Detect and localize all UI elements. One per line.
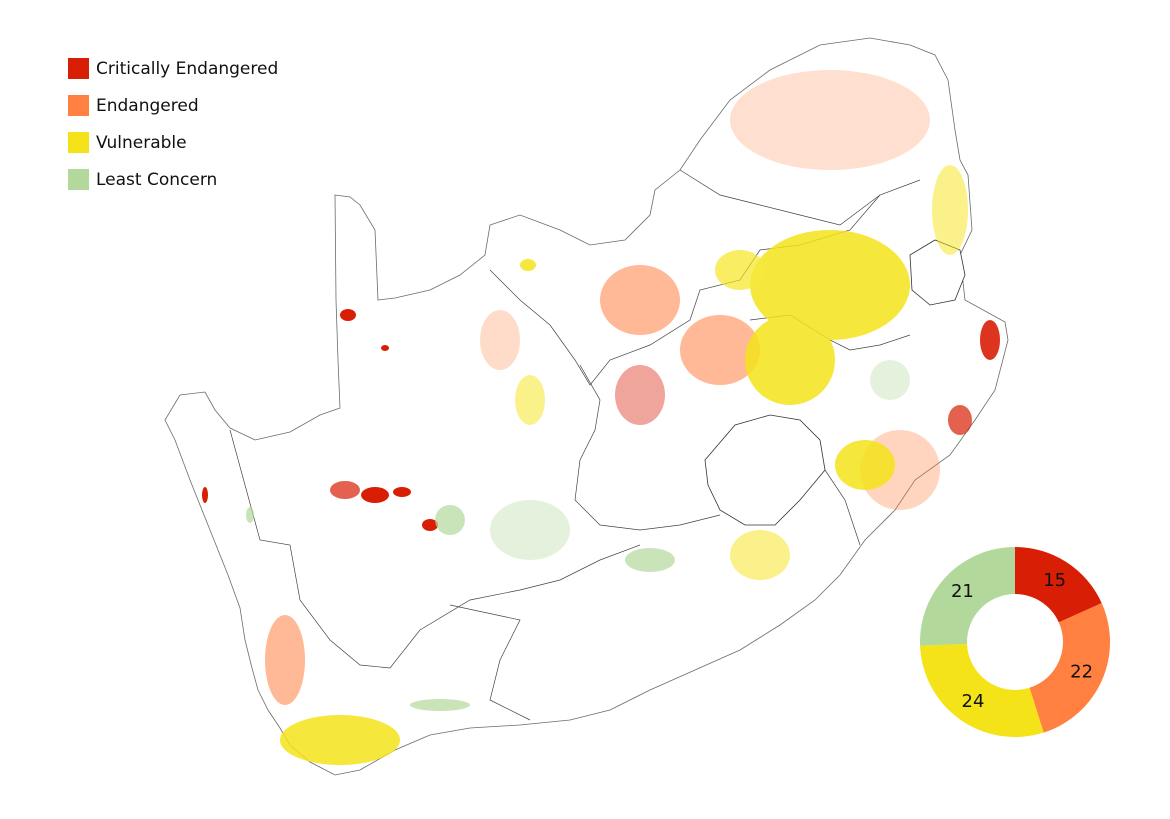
lesotho-outline (704, 414, 826, 526)
donut-slice (1029, 603, 1110, 733)
legend-item-vulnerable: Vulnerable (68, 124, 278, 161)
donut-slice (920, 547, 1015, 646)
legend-swatch (68, 95, 89, 116)
legend-item-endangered: Endangered (68, 87, 278, 124)
legend-label: Least Concern (96, 169, 218, 190)
donut-chart: 15 22 24 21 (920, 547, 1110, 737)
least-concern-patches (246, 360, 910, 711)
vulnerable-patches (280, 165, 968, 765)
endangered-patches (265, 70, 940, 705)
donut-slice (920, 643, 1044, 737)
legend-label: Critically Endangered (96, 58, 279, 79)
country-outline (164, 37, 1009, 776)
donut-value-label: 22 (1070, 661, 1093, 682)
legend-item-critically-endangered: Critically Endangered (68, 50, 278, 87)
legend-item-least-concern: Least Concern (68, 161, 278, 198)
legend-swatch (68, 132, 89, 153)
legend-label: Vulnerable (96, 132, 187, 153)
legend-swatch (68, 58, 89, 79)
donut-slice (1015, 547, 1102, 623)
legend: Critically Endangered Endangered Vulnera… (68, 50, 278, 198)
donut-value-label: 21 (951, 581, 974, 602)
province-boundaries (229, 169, 921, 721)
donut-value-label: 15 (1043, 570, 1066, 591)
critically-endangered-patches (202, 309, 1000, 531)
donut-value-label: 24 (962, 691, 985, 712)
legend-swatch (68, 169, 89, 190)
legend-label: Endangered (96, 95, 199, 116)
